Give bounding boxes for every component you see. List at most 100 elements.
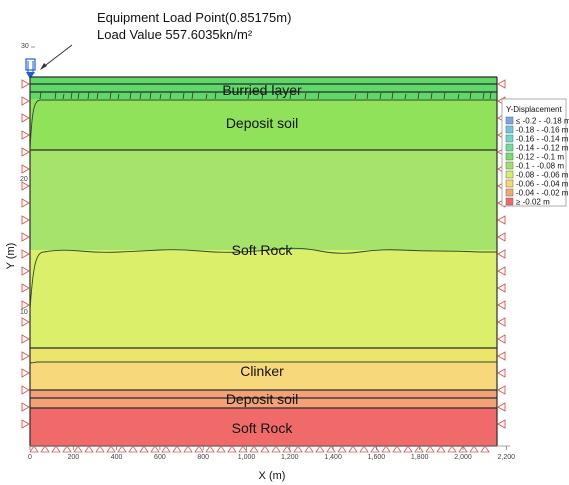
support-marker <box>497 368 506 378</box>
support-marker <box>183 445 193 453</box>
support-marker <box>497 283 506 293</box>
support-marker <box>21 249 30 259</box>
band-softrock-bottom <box>30 408 497 446</box>
legend-label: -0.16 - -0.14 m <box>516 135 569 144</box>
support-marker <box>161 445 171 453</box>
support-marker <box>21 385 30 395</box>
support-marker <box>497 385 506 395</box>
band-softrock-upper <box>30 150 497 250</box>
load-point-annotation: Equipment Load Point(0.85175m) <box>97 10 291 25</box>
load-marker-icon <box>25 58 36 79</box>
y-tick-20: 20 <box>20 176 28 183</box>
support-marker <box>348 445 358 453</box>
support-marker <box>21 419 30 429</box>
model-area: Burried layer Deposit soil Soft Rock Cli… <box>29 76 498 447</box>
support-marker <box>21 181 30 191</box>
x-tick-label: 600 <box>154 454 166 461</box>
legend-label: -0.14 - -0.12 m <box>516 144 569 153</box>
support-marker <box>128 445 138 453</box>
support-marker <box>497 79 506 89</box>
legend-swatch <box>505 161 514 170</box>
layer-label-clinker: Clinker <box>240 363 284 379</box>
support-marker <box>337 445 347 453</box>
support-marker <box>304 445 314 453</box>
support-marker <box>497 300 506 310</box>
support-marker <box>21 113 30 123</box>
support-marker <box>21 130 30 140</box>
x-tick-label: 1,200 <box>281 454 299 461</box>
support-marker <box>414 445 424 453</box>
support-marker <box>21 300 30 310</box>
legend-label: -0.12 - -0.1 m <box>516 153 564 162</box>
support-marker <box>271 445 281 453</box>
support-marker <box>469 445 479 453</box>
support-marker <box>238 445 248 453</box>
support-marker <box>21 266 30 276</box>
support-marker <box>21 368 30 378</box>
support-marker <box>497 317 506 327</box>
band-burried <box>30 77 497 99</box>
support-marker <box>480 445 490 453</box>
legend-swatch <box>505 152 514 161</box>
load-value-annotation: Load Value 557.6035kn/m² <box>97 27 253 42</box>
support-marker <box>447 445 457 453</box>
legend-label: -0.18 - -0.16 m <box>516 126 569 135</box>
x-tick-label: 2,200 <box>498 454 516 461</box>
support-marker <box>117 445 127 453</box>
y-axis-label: Y (m) <box>5 243 17 270</box>
support-marker <box>172 445 182 453</box>
support-marker <box>497 232 506 242</box>
y-axis: 20 10 Y (m) <box>5 176 28 316</box>
x-tick-label: 800 <box>197 454 209 461</box>
support-marker <box>497 419 506 429</box>
support-marker <box>21 402 30 412</box>
band-clinker <box>30 362 497 390</box>
support-marker <box>21 283 30 293</box>
y-tick-10: 10 <box>20 309 28 316</box>
support-marker <box>205 445 215 453</box>
layer-label-softrock-upper: Soft Rock <box>232 242 294 258</box>
band-transition <box>30 348 497 362</box>
x-axis: 0 200 400 600 800 1,000 1,200 1,400 1,600 1,800 2,… <box>28 445 516 461</box>
x-tick-label: 1,400 <box>324 454 342 461</box>
support-marker <box>458 445 468 453</box>
layer-label-softrock-bottom: Soft Rock <box>232 420 294 436</box>
support-marker <box>497 249 506 259</box>
layer-label-deposit-top: Deposit soil <box>226 115 298 131</box>
legend-swatch <box>505 116 514 125</box>
support-marker <box>282 445 292 453</box>
support-marker <box>326 445 336 453</box>
legend-swatch <box>505 134 514 143</box>
support-marker <box>497 334 506 344</box>
support-marker <box>497 266 506 276</box>
support-marker <box>381 445 391 453</box>
support-marker <box>436 445 446 453</box>
support-marker <box>21 96 30 106</box>
legend-box <box>501 98 567 207</box>
legend-label: ≤ -0.2 - -0.18 m <box>516 117 569 126</box>
support-marker <box>21 317 30 327</box>
x-axis-label: X (m) <box>259 470 286 482</box>
x-tick-label: 0 <box>28 454 32 461</box>
support-marker <box>21 198 30 208</box>
legend-items: ≤ -0.2 - -0.18 m-0.18 - -0.16 m-0.16 - -… <box>505 116 569 207</box>
x-tick-label: 1,800 <box>411 454 429 461</box>
legend-label: ≥ -0.02 m <box>516 198 550 207</box>
support-marker <box>21 334 30 344</box>
support-marker <box>21 164 30 174</box>
support-marker <box>315 445 325 453</box>
support-marker <box>392 445 402 453</box>
support-marker <box>227 445 237 453</box>
support-marker <box>194 445 204 453</box>
support-marker <box>21 79 30 89</box>
layer-label-burried: Burried layer <box>222 82 302 98</box>
support-marker <box>21 215 30 225</box>
support-marker <box>95 445 105 453</box>
support-marker <box>21 351 30 361</box>
support-marker <box>21 147 30 157</box>
support-marker <box>359 445 369 453</box>
support-marker <box>62 445 72 453</box>
bottom-support-markers <box>29 445 490 453</box>
support-marker <box>497 215 506 225</box>
